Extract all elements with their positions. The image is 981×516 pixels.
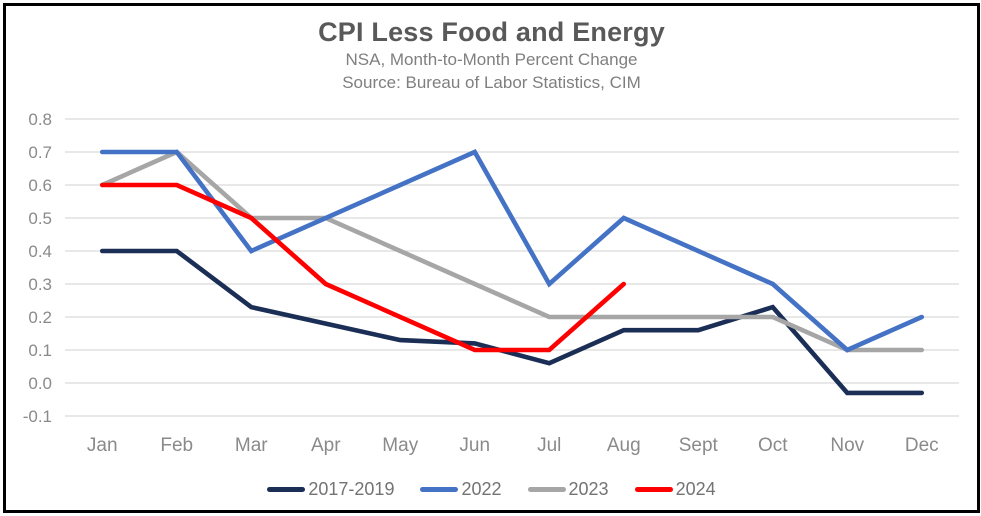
legend-label: 2022 [461, 479, 502, 499]
chart-subtitle: NSA, Month-to-Month Percent Change [345, 50, 638, 69]
legend-label: 2023 [568, 479, 609, 499]
x-tick-label: Oct [758, 435, 788, 456]
chart-legend: 2017-2019 2022 2023 2024 [6, 479, 977, 500]
y-tick-label: 0.4 [28, 242, 52, 261]
x-tick-label: Sept [679, 435, 719, 456]
legend-label: 2024 [675, 479, 716, 499]
y-tick-label: 0.3 [28, 275, 52, 294]
y-tick-label: 0.5 [28, 209, 52, 228]
y-tick-label: 0.1 [28, 341, 52, 360]
y-tick-label: 0.0 [28, 374, 52, 393]
chart-source: Source: Bureau of Labor Statistics, CIM [342, 73, 641, 92]
chart-frame: CPI Less Food and Energy NSA, Month-to-M… [3, 3, 980, 513]
x-tick-label: Dec [905, 435, 939, 456]
legend-swatch-2024 [634, 487, 673, 492]
x-tick-label: Mar [235, 435, 268, 456]
line-chart-plot: 0.8 0.7 0.6 0.5 0.4 0.3 0.2 0.1 0.0 -0.1 Jan Feb Mar… [23, 110, 959, 456]
legend-swatch-2023 [527, 487, 566, 492]
chart-title: CPI Less Food and Energy [318, 17, 665, 47]
legend-item-2022: 2022 [420, 479, 502, 500]
legend-swatch-2017-2019 [267, 487, 306, 492]
series-line-2024 [99, 182, 627, 353]
series-line-2017-2019 [99, 248, 925, 396]
x-tick-label: Feb [160, 435, 193, 456]
x-tick-label: Jun [459, 435, 490, 456]
y-tick-label: -0.1 [23, 407, 52, 426]
x-tick-label: Aug [607, 435, 641, 456]
x-tick-label: Apr [311, 435, 341, 456]
x-tick-label: May [382, 435, 418, 456]
x-tick-label: Jan [87, 435, 118, 456]
series-line-2023 [99, 149, 925, 353]
x-tick-label: Jul [537, 435, 561, 456]
y-tick-label: 0.7 [28, 143, 52, 162]
y-tick-label: 0.6 [28, 176, 52, 195]
x-tick-label: Nov [830, 435, 864, 456]
legend-item-2017-2019: 2017-2019 [267, 479, 394, 500]
chart-header: CPI Less Food and Energy NSA, Month-to-M… [6, 16, 977, 94]
legend-label: 2017-2019 [308, 479, 395, 499]
series-line-2022 [99, 149, 925, 353]
y-tick-label: 0.2 [28, 308, 52, 327]
y-tick-label: 0.8 [28, 110, 52, 129]
legend-item-2023: 2023 [527, 479, 609, 500]
legend-swatch-2022 [420, 487, 459, 492]
legend-item-2024: 2024 [634, 479, 716, 500]
